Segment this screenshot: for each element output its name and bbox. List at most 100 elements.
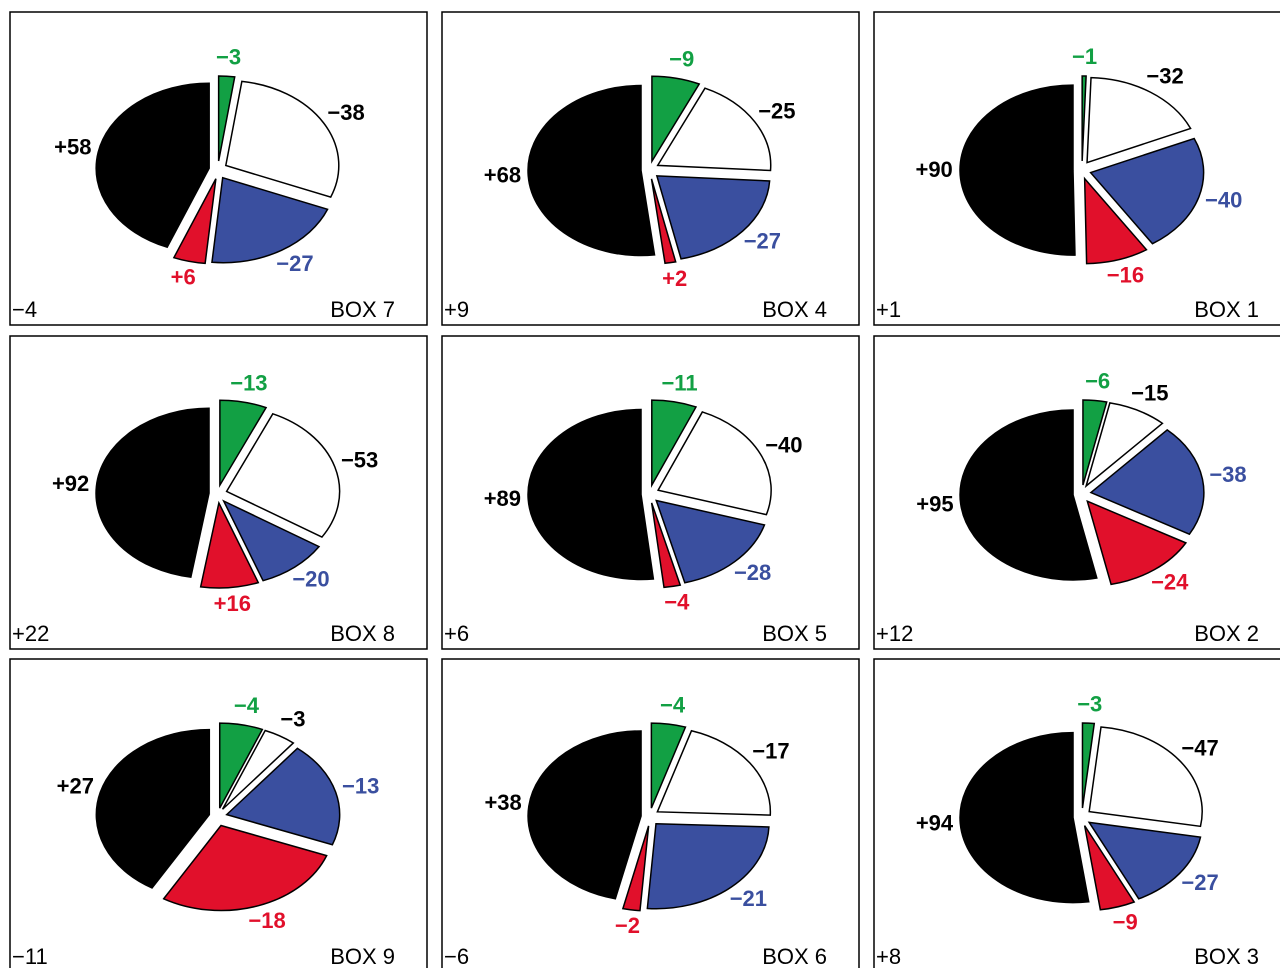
net-value: −11 <box>12 944 48 968</box>
value-label: −13 <box>230 371 267 396</box>
panel-frame <box>441 658 860 968</box>
pie-slice <box>224 80 340 198</box>
pie-slice <box>959 84 1076 256</box>
pie-slice <box>650 178 677 265</box>
pie-slice <box>1089 137 1205 245</box>
value-label: −17 <box>752 739 789 764</box>
panel-title: BOX 6 <box>762 944 827 968</box>
pie-slice <box>656 87 772 172</box>
pie-slice <box>527 408 655 581</box>
value-label: −20 <box>292 567 329 592</box>
panel-frame <box>873 335 1280 650</box>
pie-slice <box>1084 402 1164 489</box>
pie-panel: −6 −15 −38 −24 +95 +12 BOX 2 <box>873 335 1280 650</box>
pie-slice <box>1087 821 1202 900</box>
pie-panel: −11 −40 −28 −4 +89 +6 BOX 5 <box>441 335 860 650</box>
pie-slice <box>1089 428 1205 536</box>
value-label: −9 <box>1113 910 1138 935</box>
value-label: −3 <box>216 44 241 69</box>
net-value: +9 <box>444 297 469 322</box>
value-label: −25 <box>758 98 795 123</box>
pie-panel: −3 −38 −27 +6 +58 −4 BOX 7 <box>9 11 428 326</box>
panel-title: BOX 3 <box>1194 944 1259 968</box>
pie-panel: −1 −32 −40 −16 +90 +1 BOX 1 <box>873 11 1280 326</box>
pie-slice <box>1086 499 1188 586</box>
value-label: +95 <box>916 492 953 517</box>
value-label: −53 <box>341 448 378 473</box>
pie-slice <box>651 75 701 164</box>
net-value: +1 <box>876 297 901 322</box>
value-label: +38 <box>484 790 521 815</box>
pie-slice <box>1088 726 1203 828</box>
pie-slice <box>1083 176 1148 265</box>
value-label: −2 <box>615 913 640 938</box>
panel-frame <box>873 11 1280 326</box>
value-label: −4 <box>664 590 690 615</box>
value-label: −6 <box>1085 369 1110 394</box>
pie-slice <box>650 502 682 589</box>
pie-panel: −13 −53 −20 +16 +92 +22 BOX 8 <box>9 335 428 650</box>
pie-slice <box>162 824 328 912</box>
value-label: +6 <box>171 264 196 289</box>
value-label: −40 <box>765 432 802 457</box>
value-label: −21 <box>730 886 767 911</box>
value-label: −47 <box>1181 736 1218 761</box>
pie-slice <box>1081 75 1087 162</box>
value-label: +92 <box>52 471 89 496</box>
pie-slice <box>95 728 211 889</box>
pie-slice <box>172 178 217 265</box>
panel-title: BOX 9 <box>330 944 395 968</box>
pie-slice <box>657 411 772 516</box>
pie-slice <box>199 500 260 589</box>
value-label: −3 <box>1077 691 1102 716</box>
value-label: −28 <box>734 560 771 585</box>
value-label: +58 <box>54 135 91 160</box>
panel-frame <box>873 658 1280 968</box>
net-value: +12 <box>876 621 913 646</box>
pie-slice <box>651 399 698 489</box>
pie-panel: −4 −3 −13 −18 +27 −11 BOX 9 <box>9 658 428 968</box>
pie-slice <box>221 729 295 810</box>
net-value: −6 <box>444 944 469 968</box>
value-label: +90 <box>915 157 952 182</box>
value-label: −13 <box>342 773 379 798</box>
value-label: −9 <box>669 47 694 72</box>
pie-slice <box>95 407 210 578</box>
panel-title: BOX 1 <box>1194 297 1259 322</box>
pie-slice <box>959 409 1098 581</box>
panel-title: BOX 7 <box>330 297 395 322</box>
net-value: −4 <box>12 297 37 322</box>
value-label: +27 <box>57 773 94 798</box>
panel-frame <box>441 335 860 650</box>
pie-panel: −3 −47 −27 −9 +94 +8 BOX 3 <box>873 658 1280 968</box>
net-value: +6 <box>444 621 469 646</box>
value-label: −27 <box>276 251 313 276</box>
pie-slice <box>1081 722 1096 809</box>
value-label: −4 <box>660 692 686 717</box>
value-label: −1 <box>1072 44 1097 69</box>
panel-frame <box>441 11 860 326</box>
value-label: −27 <box>1181 870 1218 895</box>
value-label: −38 <box>1209 462 1246 487</box>
pie-slice <box>646 822 770 910</box>
pie-panel: −4 −17 −21 −2 +38 −6 BOX 6 <box>441 658 860 968</box>
value-label: +89 <box>484 486 521 511</box>
value-label: −4 <box>234 693 260 718</box>
panel-title: BOX 2 <box>1194 621 1259 646</box>
pie-slice <box>219 399 268 488</box>
value-label: −40 <box>1205 188 1242 213</box>
pie-slice <box>1083 825 1136 911</box>
pie-slice <box>959 731 1090 904</box>
pie-slice <box>527 730 642 900</box>
panel-frame <box>9 11 428 326</box>
pie-slice <box>225 747 341 846</box>
pie-slice <box>95 82 210 249</box>
value-label: −11 <box>661 370 697 395</box>
value-label: −18 <box>248 908 285 933</box>
pie-slice <box>1086 76 1192 164</box>
pie-panel: −9 −25 −27 +2 +68 +9 BOX 4 <box>441 11 860 326</box>
panel-title: BOX 8 <box>330 621 395 646</box>
pie-slice <box>621 825 650 912</box>
panel-frame <box>9 335 428 650</box>
